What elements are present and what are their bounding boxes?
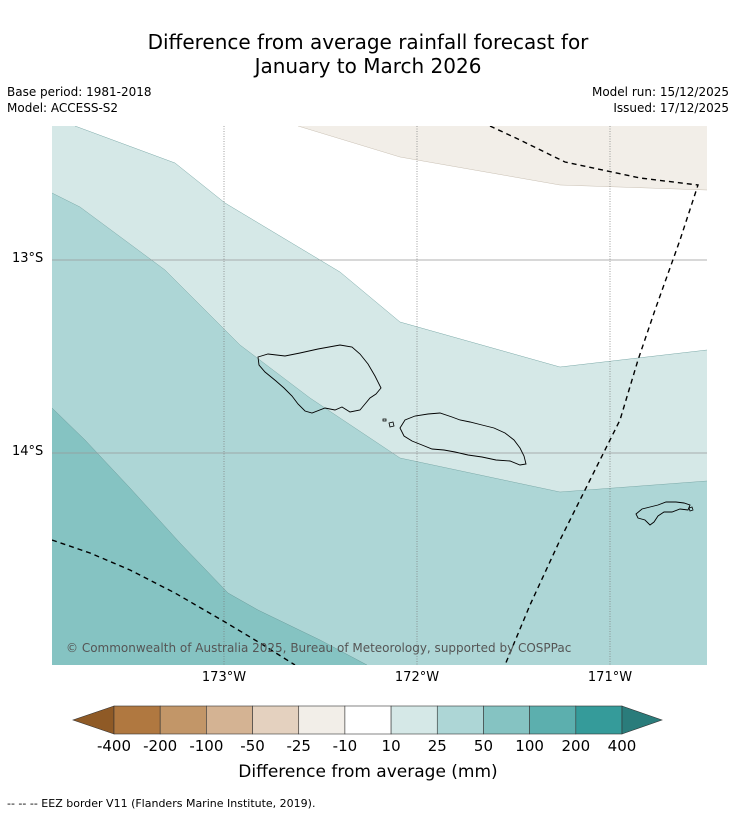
island-upolu: [399, 412, 527, 466]
colorbar-segment: [298, 705, 346, 735]
lat-label-14s: 14°S: [12, 444, 44, 459]
colorbar-segment: [206, 705, 253, 735]
lat-label-13s: 13°S: [12, 251, 44, 266]
colorbar-tick-label: 50: [473, 737, 493, 755]
rainfall-map: [52, 126, 707, 665]
chart-title: Difference from average rainfall forecas…: [0, 30, 736, 78]
lon-label-173w: 173°W: [201, 670, 247, 685]
eez-border-line: [52, 539, 296, 665]
copyright-notice: © Commonwealth of Australia 2025, Bureau…: [66, 641, 572, 655]
colorbar-segment: [252, 705, 300, 735]
region-25-to-50: [52, 193, 707, 665]
colorbar: [72, 705, 663, 735]
colorbar-tick-label: 400: [607, 737, 637, 755]
island-savaii: [257, 344, 382, 414]
colorbar-segment: [575, 705, 623, 735]
colorbar-tick-label: -200: [143, 737, 178, 755]
colorbar-tick-label: 100: [515, 737, 544, 755]
contour-line: [74, 126, 707, 368]
colorbar-segment: [159, 705, 207, 735]
colorbar-segment: [113, 705, 161, 735]
issued-date: Issued: 17/12/2025: [613, 101, 729, 115]
island-tutuila: [635, 501, 691, 526]
colorbar-segment: [483, 705, 530, 735]
title-line-1: Difference from average rainfall forecas…: [147, 30, 589, 54]
region-50-to-100: [52, 408, 367, 665]
meta-right: Model run: 15/12/2025 Issued: 17/12/2025: [592, 84, 729, 116]
colorbar-arrow-high: [621, 705, 663, 735]
colorbar-segment: [344, 705, 392, 735]
colorbar-tick-label: -100: [189, 737, 224, 755]
islet-manono: [388, 421, 395, 428]
colorbar-segment: [390, 705, 438, 735]
contour-line: [297, 126, 707, 191]
eez-footnote: -- -- -- EEZ border V11 (Flanders Marine…: [7, 797, 316, 810]
colorbar-arrow-low: [72, 705, 115, 735]
islet-aunuu: [688, 506, 694, 512]
base-period: Base period: 1981-2018: [7, 85, 152, 99]
contour-line: [52, 192, 707, 493]
model-run: Model run: 15/12/2025: [591, 85, 729, 99]
contour-line: [52, 407, 368, 665]
meta-left: Base period: 1981-2018 Model: ACCESS-S2: [7, 84, 152, 116]
lon-label-171w: 171°W: [587, 670, 633, 685]
eez-border-line: [489, 126, 699, 665]
colorbar-tick-label: -25: [286, 737, 311, 755]
colorbar-tick-label: -400: [96, 737, 132, 755]
colorbar-title: Difference from average (mm): [238, 762, 498, 782]
colorbar-tick-label: -10: [332, 737, 358, 755]
region-neg25-to-neg10: [298, 126, 707, 190]
lon-label-172w: 172°W: [394, 670, 440, 685]
colorbar-segment: [529, 705, 577, 735]
colorbar-tick-label: 200: [561, 737, 591, 755]
model-name: Model: ACCESS-S2: [7, 101, 119, 115]
colorbar-tick-label: 25: [427, 737, 447, 755]
colorbar-tick-label: 10: [381, 737, 401, 755]
islet-apolima: [382, 418, 387, 422]
title-line-2: January to March 2026: [254, 54, 482, 78]
colorbar-segment: [436, 705, 484, 735]
colorbar-tick-label: -50: [240, 737, 265, 755]
